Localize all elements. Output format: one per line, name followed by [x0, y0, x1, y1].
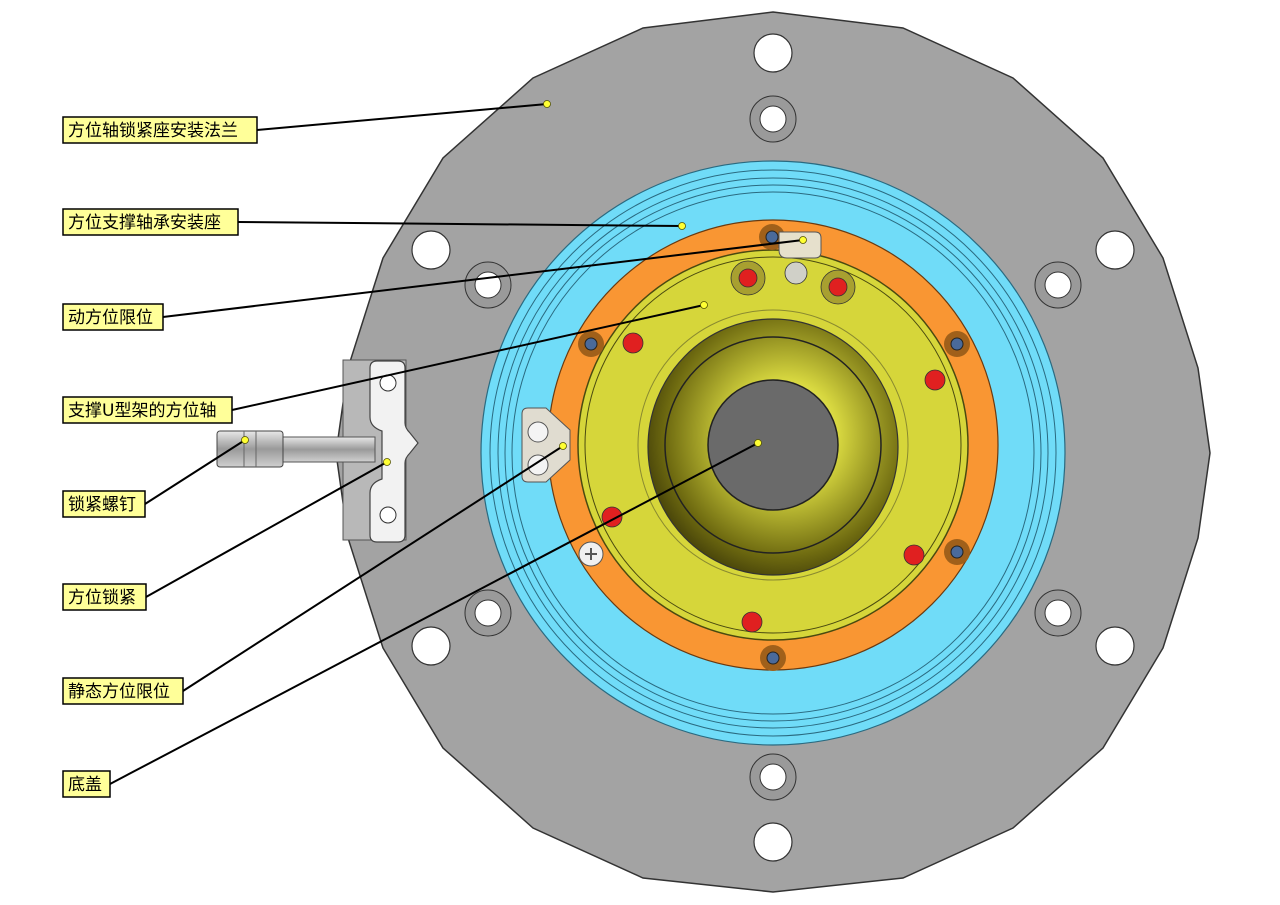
leader-anchor-dots [241, 100, 807, 466]
callout-flange: 方位轴锁紧座安装法兰 [62, 116, 258, 144]
plate-silver-screw [578, 541, 604, 567]
callout-u-frame-shaft-label: 支撑U型架的方位轴 [68, 401, 216, 421]
callout-static-limit-label: 静态方位限位 [68, 682, 170, 702]
lock-screw [216, 430, 376, 468]
callout-u-frame-shaft: 支撑U型架的方位轴 [62, 396, 233, 424]
static-limit-block [521, 407, 571, 483]
plate-red-screws [601, 260, 946, 633]
callout-bottom-cover: 底盖 [62, 770, 111, 798]
callout-flange-label: 方位轴锁紧座安装法兰 [68, 121, 238, 141]
leader-lines [109, 103, 804, 785]
callout-azimuth-lock: 方位锁紧 [62, 583, 147, 611]
bottom-cover-bore [647, 318, 899, 576]
callout-bearing-seat: 方位支撑轴承安装座 [62, 208, 239, 236]
callout-azimuth-lock-label: 方位锁紧 [68, 588, 136, 608]
callout-lock-screw-label: 锁紧螺钉 [68, 495, 136, 515]
ring-screws [578, 224, 970, 671]
flange-bolt-holes [411, 33, 1135, 862]
callout-moving-limit: 动方位限位 [62, 303, 164, 331]
callout-static-limit: 静态方位限位 [62, 677, 184, 705]
flange-countersunk-holes [464, 95, 1082, 801]
callout-moving-limit-label: 动方位限位 [68, 308, 153, 328]
callout-lock-screw: 锁紧螺钉 [62, 490, 146, 518]
callout-bearing-seat-label: 方位支撑轴承安装座 [68, 213, 221, 233]
callout-bottom-cover-label: 底盖 [68, 775, 102, 795]
moving-limit-tab [778, 231, 822, 259]
